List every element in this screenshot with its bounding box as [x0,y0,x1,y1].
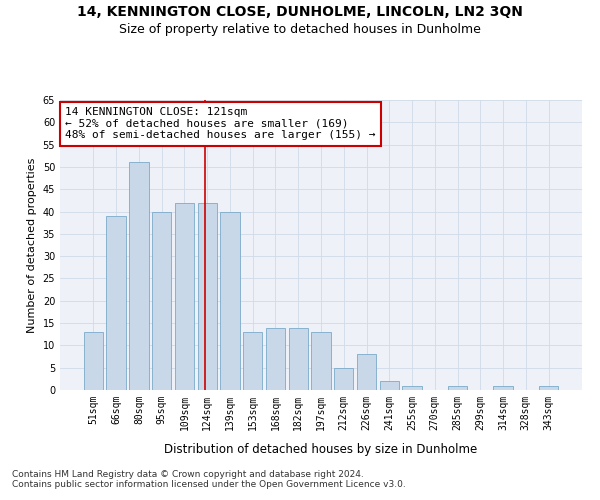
Bar [493,386,513,390]
Bar [220,212,239,390]
Bar [539,386,558,390]
Text: Contains HM Land Registry data © Crown copyright and database right 2024.: Contains HM Land Registry data © Crown c… [12,470,364,479]
Bar [152,212,172,390]
Bar [106,216,126,390]
Bar [266,328,285,390]
Bar [84,332,103,390]
Bar [334,368,353,390]
Bar [403,386,422,390]
Y-axis label: Number of detached properties: Number of detached properties [27,158,37,332]
Bar [380,381,399,390]
Bar [243,332,262,390]
Bar [197,202,217,390]
Text: 14, KENNINGTON CLOSE, DUNHOLME, LINCOLN, LN2 3QN: 14, KENNINGTON CLOSE, DUNHOLME, LINCOLN,… [77,5,523,19]
Bar [357,354,376,390]
Bar [175,202,194,390]
Bar [311,332,331,390]
Text: Contains public sector information licensed under the Open Government Licence v3: Contains public sector information licen… [12,480,406,489]
Text: 14 KENNINGTON CLOSE: 121sqm
← 52% of detached houses are smaller (169)
48% of se: 14 KENNINGTON CLOSE: 121sqm ← 52% of det… [65,108,376,140]
Text: Size of property relative to detached houses in Dunholme: Size of property relative to detached ho… [119,22,481,36]
Bar [129,162,149,390]
Bar [289,328,308,390]
Text: Distribution of detached houses by size in Dunholme: Distribution of detached houses by size … [164,442,478,456]
Bar [448,386,467,390]
